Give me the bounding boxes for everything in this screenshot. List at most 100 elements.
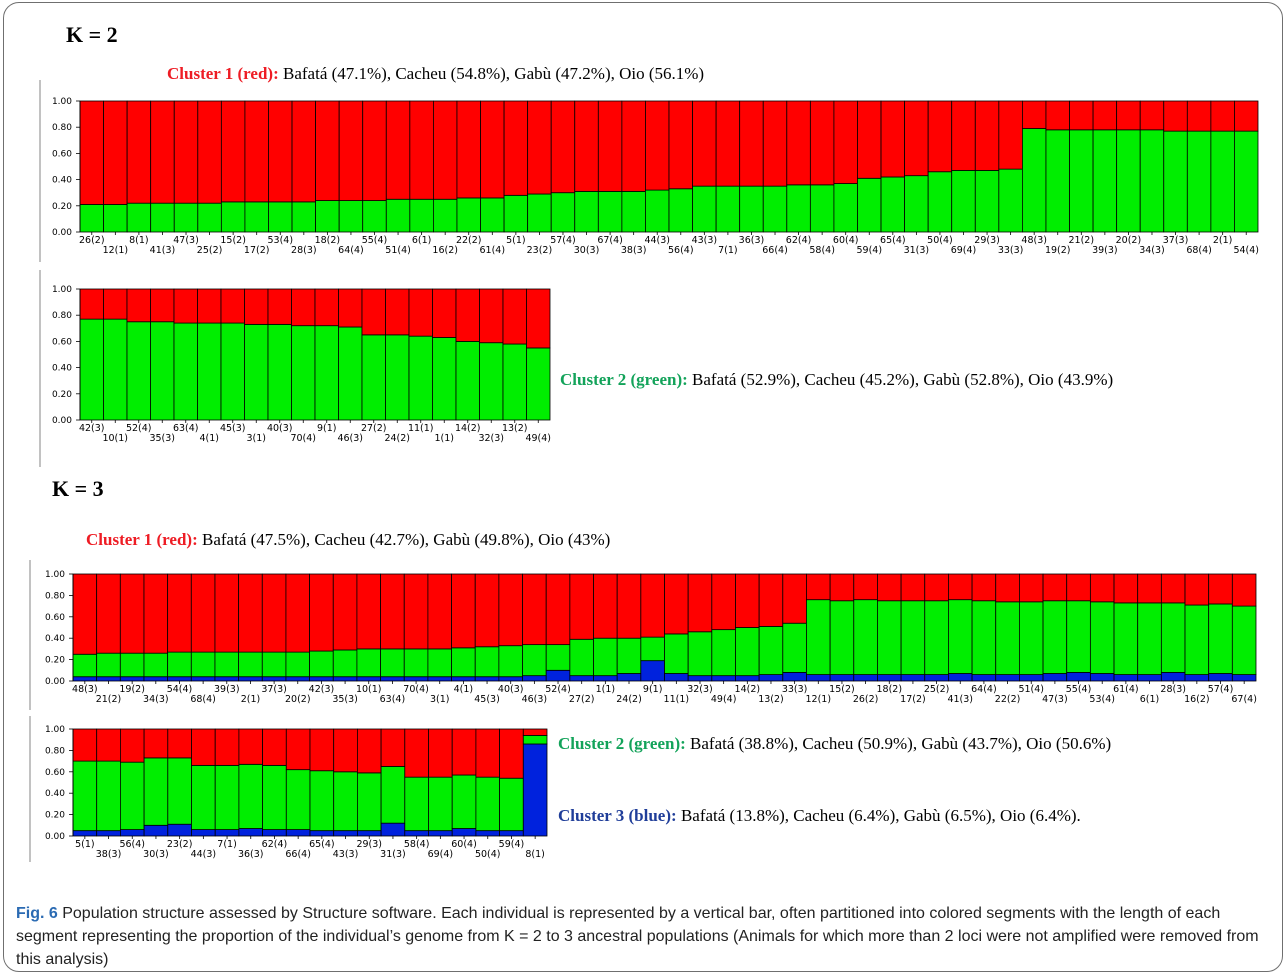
bar-segment-30(3)	[143, 728, 169, 759]
bar-segment-37(3)	[1163, 100, 1188, 132]
y-tick-label: 1.00	[45, 725, 65, 735]
x-tick-label: 68(4)	[190, 694, 216, 705]
x-tick-label: 47(3)	[173, 235, 199, 246]
bar-segment-40(3)	[498, 676, 523, 682]
bar-segment-29(3)	[356, 728, 382, 774]
bar-segment-8(1)	[522, 743, 548, 837]
bar-segment-18(2)	[877, 674, 902, 682]
bar-segment-27(2)	[569, 675, 594, 682]
bar-segment-43(3)	[333, 771, 358, 832]
x-tick-label: 40(3)	[267, 423, 293, 434]
x-tick-label: 16(2)	[1184, 694, 1210, 705]
bar-segment-61(4)	[1113, 602, 1139, 675]
bar-segment-54(4)	[1234, 130, 1259, 233]
x-tick-label: 18(2)	[315, 235, 341, 246]
bar-segment-70(4)	[403, 648, 429, 678]
bar-segment-36(3)	[739, 100, 764, 187]
bar-segment-10(1)	[356, 676, 381, 682]
bar-segment-9(1)	[640, 636, 665, 662]
bar-segment-4(1)	[197, 322, 222, 421]
bar-segment-65(4)	[309, 830, 335, 837]
bar-segment-41(3)	[150, 100, 175, 204]
bar-segment-38(3)	[96, 728, 121, 762]
bar-segment-10(1)	[356, 573, 381, 650]
bar-segment-28(3)	[291, 100, 317, 203]
bar-segment-44(3)	[645, 100, 670, 191]
bar-segment-63(4)	[173, 322, 198, 421]
bar-segment-24(2)	[385, 334, 410, 421]
x-tick-label: 16(2)	[432, 245, 458, 256]
x-tick-label: 36(3)	[739, 235, 765, 246]
bar-segment-65(4)	[309, 770, 335, 832]
bar-segment-3(1)	[427, 573, 452, 650]
x-tick-label: 50(4)	[475, 849, 501, 860]
bar-segment-23(2)	[527, 193, 552, 233]
bar-segment-23(2)	[167, 728, 192, 759]
x-tick-label: 44(3)	[191, 849, 217, 860]
bar-segment-4(1)	[451, 573, 476, 649]
bar-segment-17(2)	[244, 201, 269, 233]
x-tick-label: 25(2)	[924, 684, 950, 695]
bar-segment-51(4)	[1019, 601, 1044, 675]
bar-segment-32(3)	[687, 631, 713, 677]
x-tick-label: 48(3)	[72, 684, 98, 695]
bar-segment-38(3)	[96, 830, 121, 837]
k2-cluster2-text: Bafatá (52.9%), Cacheu (45.2%), Gabù (52…	[687, 370, 1114, 389]
bar-segment-11(1)	[664, 633, 689, 674]
x-tick-label: 41(3)	[150, 245, 176, 256]
bar-segment-21(2)	[96, 652, 121, 678]
bar-segment-70(4)	[291, 288, 316, 327]
bar-segment-68(4)	[1186, 100, 1212, 132]
bar-segment-34(3)	[143, 573, 169, 654]
bar-segment-49(4)	[711, 675, 736, 682]
bar-segment-25(2)	[924, 600, 949, 675]
bar-segment-63(4)	[380, 573, 405, 650]
x-tick-label: 61(4)	[480, 245, 506, 256]
y-tick-label: 0.60	[45, 613, 65, 623]
bar-segment-14(2)	[735, 573, 760, 628]
bar-segment-49(4)	[711, 573, 736, 631]
y-tick-label: 0.80	[45, 591, 65, 601]
bar-segment-4(1)	[451, 647, 476, 678]
bar-segment-54(4)	[167, 651, 192, 678]
x-tick-label: 13(2)	[502, 423, 528, 434]
bar-segment-47(3)	[173, 100, 199, 204]
x-tick-label: 32(3)	[478, 433, 504, 444]
x-tick-label: 2(1)	[1213, 235, 1233, 246]
bar-segment-16(2)	[1184, 674, 1210, 682]
x-tick-label: 14(2)	[735, 684, 761, 695]
x-tick-label: 3(1)	[246, 433, 266, 444]
x-tick-label: 47(3)	[1042, 694, 1068, 705]
bar-segment-22(2)	[456, 197, 481, 233]
bar-segment-16(2)	[1184, 573, 1210, 606]
y-tick-label: 0.60	[52, 149, 72, 159]
bar-segment-55(4)	[362, 100, 387, 201]
bar-segment-19(2)	[1045, 100, 1070, 131]
x-tick-label: 59(4)	[499, 839, 525, 850]
bar-segment-9(1)	[314, 325, 339, 421]
bar-segment-66(4)	[762, 100, 788, 187]
bar-segment-14(2)	[735, 627, 760, 677]
bar-segment-59(4)	[857, 100, 882, 179]
x-tick-label: 52(4)	[545, 684, 571, 695]
x-tick-label: 37(3)	[1163, 235, 1189, 246]
bar-segment-7(1)	[214, 764, 240, 830]
bar-segment-62(4)	[786, 184, 811, 233]
bar-segment-44(3)	[645, 189, 670, 233]
bar-segment-10(1)	[356, 648, 381, 678]
bar-segment-68(4)	[190, 573, 216, 653]
bar-segment-6(1)	[409, 100, 434, 200]
bar-segment-35(3)	[332, 649, 358, 678]
bar-segment-6(1)	[1137, 573, 1162, 604]
y-tick-label: 0.00	[52, 416, 72, 426]
bar-segment-48(3)	[1022, 128, 1047, 233]
bar-segment-45(3)	[474, 573, 500, 648]
bar-segment-9(1)	[640, 573, 665, 638]
bar-segment-51(4)	[385, 100, 411, 200]
bar-segment-37(3)	[261, 676, 287, 682]
x-tick-label: 28(3)	[1160, 684, 1186, 695]
y-tick-label: 0.00	[52, 228, 72, 238]
bar-segment-49(4)	[526, 347, 551, 421]
x-tick-label: 13(2)	[758, 694, 784, 705]
bar-segment-55(4)	[1066, 672, 1091, 682]
